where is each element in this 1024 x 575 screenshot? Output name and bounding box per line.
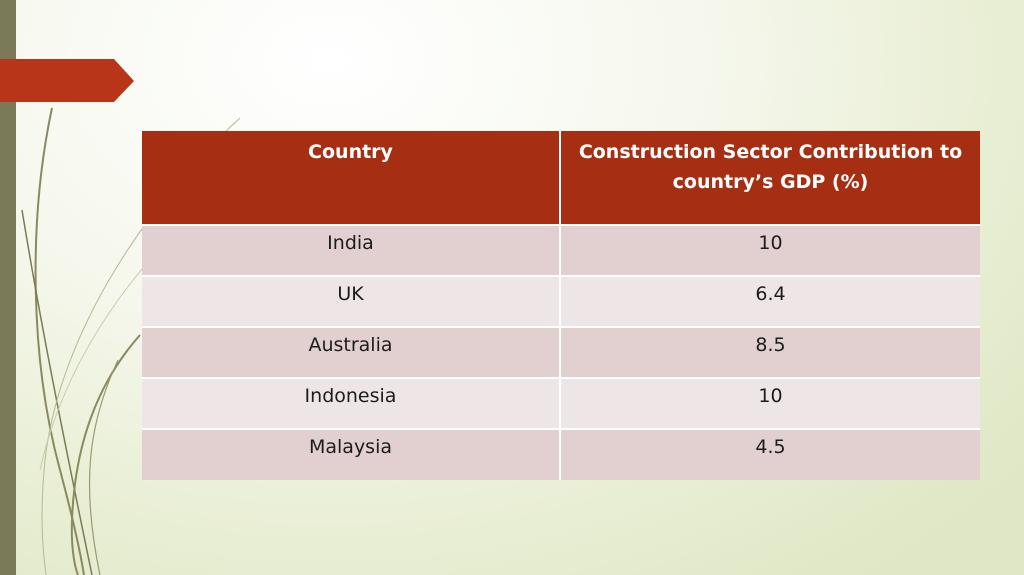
table-row: Indonesia 10: [142, 377, 980, 429]
value-cell: 10: [560, 224, 980, 276]
table-row: UK 6.4: [142, 275, 980, 327]
table-row: India 10: [142, 224, 980, 276]
value-cell: 10: [560, 377, 980, 429]
left-accent-bar: [0, 0, 16, 575]
country-cell: India: [142, 224, 561, 276]
arrow-banner: [0, 59, 134, 102]
country-cell: UK: [142, 275, 561, 327]
gdp-table: Country Construction Sector Contribution…: [142, 131, 980, 480]
value-cell: 4.5: [560, 428, 980, 480]
header-gdp-contribution: Construction Sector Contribution to coun…: [560, 131, 980, 225]
header-country: Country: [142, 131, 561, 225]
country-cell: Australia: [142, 326, 561, 378]
table-header-row: Country Construction Sector Contribution…: [142, 131, 980, 225]
table-row: Australia 8.5: [142, 326, 980, 378]
country-cell: Malaysia: [142, 428, 561, 480]
value-cell: 6.4: [560, 275, 980, 327]
country-cell: Indonesia: [142, 377, 561, 429]
decorative-curves: [21, 107, 241, 575]
table-row: Malaysia 4.5: [142, 428, 980, 480]
value-cell: 8.5: [560, 326, 980, 378]
